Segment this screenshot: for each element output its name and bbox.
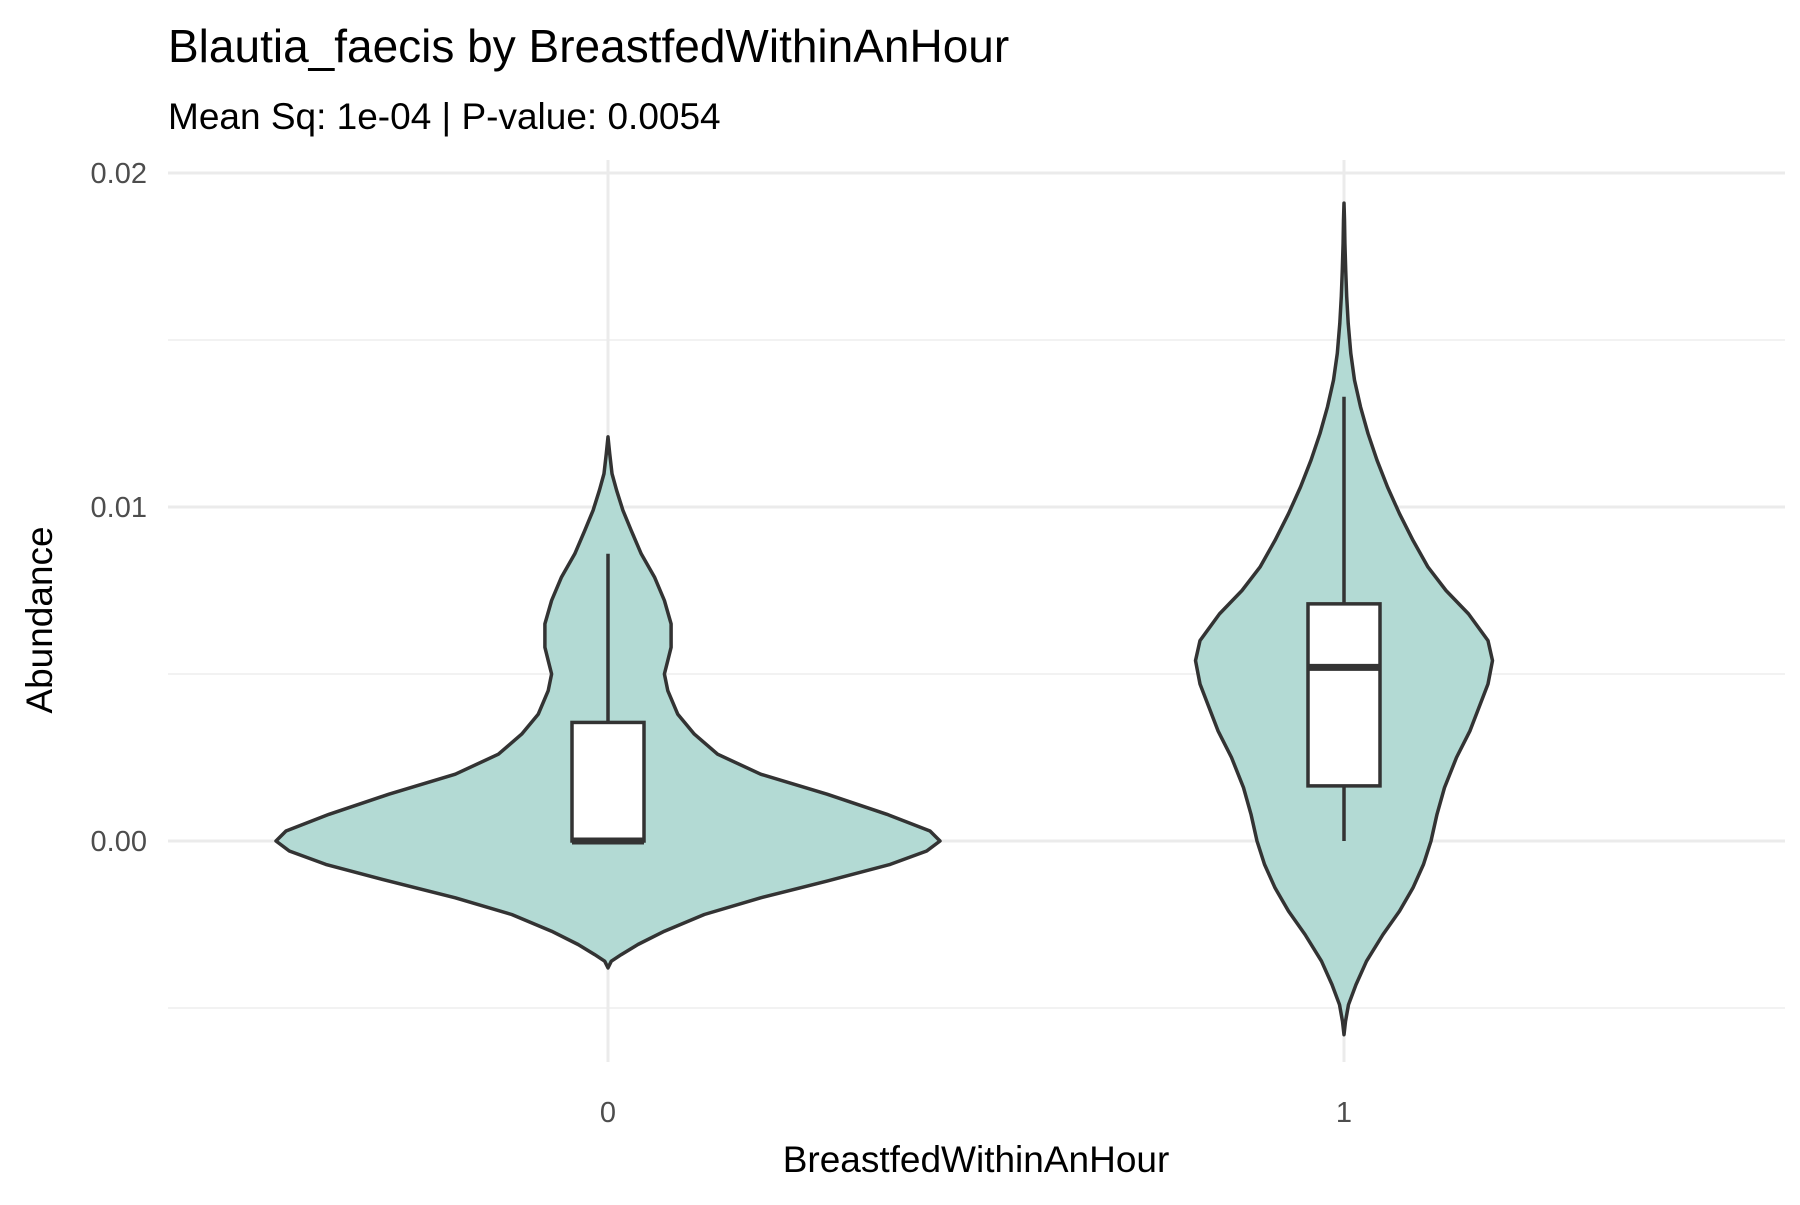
x-tick-label: 0 xyxy=(600,1097,616,1129)
y-axis-label: Abundance xyxy=(19,526,60,713)
box-1 xyxy=(1306,602,1382,788)
y-tick-label: 0.02 xyxy=(91,158,147,190)
y-tick-label: 0.00 xyxy=(91,826,147,858)
y-tick-label: 0.01 xyxy=(91,492,147,524)
chart-title: Blautia_faecis by BreastfedWithinAnHour xyxy=(168,20,1009,72)
y-axis-ticks: 0.00 0.01 0.02 xyxy=(91,158,147,858)
box-0 xyxy=(570,720,646,843)
chart-subtitle: Mean Sq: 1e-04 | P-value: 0.0054 xyxy=(168,96,721,137)
x-tick-label: 1 xyxy=(1336,1097,1352,1129)
x-axis-label: BreastfedWithinAnHour xyxy=(783,1139,1170,1180)
plot-grid xyxy=(168,160,1785,1062)
boxplot-layer xyxy=(570,396,1382,845)
